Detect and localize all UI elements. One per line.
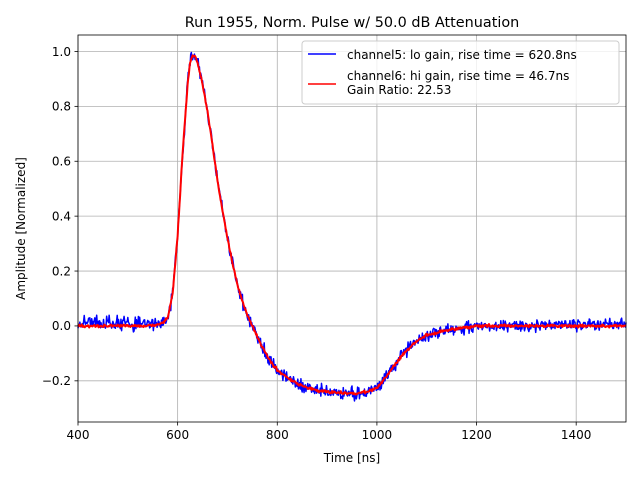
- legend: channel5: lo gain, rise time = 620.8ns c…: [301, 40, 620, 105]
- y-tick-label: 0.2: [52, 264, 71, 278]
- y-tick-label: 0.6: [52, 155, 71, 169]
- legend-label-line: channel6: hi gain, rise time = 46.7ns: [347, 69, 569, 83]
- x-tick-label: 1000: [362, 428, 393, 442]
- y-axis-label: Amplitude [Normalized]: [14, 157, 28, 300]
- y-tick-label: 0.0: [52, 319, 71, 333]
- x-tick-label: 400: [67, 428, 90, 442]
- chart-title: Run 1955, Norm. Pulse w/ 50.0 dB Attenua…: [185, 15, 520, 31]
- series-line-channel6: [77, 54, 627, 396]
- x-axis-label: Time [ns]: [323, 451, 380, 465]
- axis-ticks: 400 600 800 1000 1200 1400 −0.2 0.0 0.2 0.4 0.6 0.8…: [42, 45, 592, 442]
- legend-label-channel5: channel5: lo gain, rise time = 620.8ns: [347, 48, 577, 62]
- x-tick-label: 1400: [561, 428, 592, 442]
- x-tick-label: 600: [166, 428, 189, 442]
- x-tick-label: 800: [266, 428, 289, 442]
- legend-box: [301, 40, 620, 105]
- legend-label-line: Gain Ratio: 22.53: [347, 83, 451, 97]
- x-tick-label: 1200: [461, 428, 492, 442]
- series-lines: [77, 51, 627, 402]
- y-tick-label: 1.0: [52, 45, 71, 59]
- y-tick-label: 0.8: [52, 100, 71, 114]
- legend-label-channel6: channel6: hi gain, rise time = 46.7ns Gai…: [347, 69, 569, 97]
- y-tick-label: 0.4: [52, 209, 71, 223]
- y-tick-label: −0.2: [42, 374, 71, 388]
- plot-frame: [77, 34, 627, 423]
